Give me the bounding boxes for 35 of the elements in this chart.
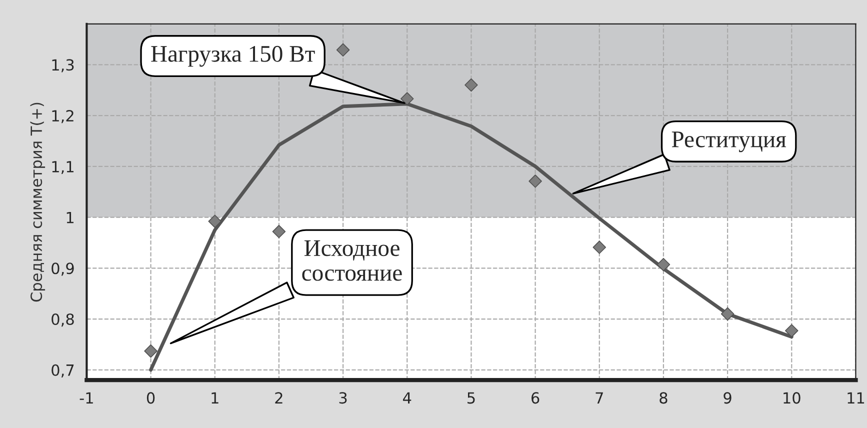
x-tick-label: 8 bbox=[660, 392, 668, 404]
y-axis-title: Средняя симметрия T(+) bbox=[30, 102, 46, 302]
y-tick-label: 1,3 bbox=[52, 59, 74, 72]
x-tick-label: 10 bbox=[784, 392, 800, 404]
annotation: Реституция bbox=[672, 132, 786, 152]
point bbox=[785, 324, 798, 338]
point bbox=[720, 307, 734, 321]
x-tick-label: 3 bbox=[339, 392, 347, 404]
point bbox=[144, 344, 158, 358]
point bbox=[528, 174, 542, 188]
x-tick-label: 1 bbox=[212, 392, 218, 404]
y-tick-label: 1,2 bbox=[52, 110, 74, 124]
y-tick-label: 0,7 bbox=[52, 364, 74, 378]
y-tick-label: 1 bbox=[66, 212, 74, 224]
point bbox=[400, 92, 414, 106]
point bbox=[208, 214, 222, 228]
point bbox=[464, 78, 478, 92]
x-tick-label: 11 bbox=[848, 392, 864, 404]
x-tick-label: 4 bbox=[403, 392, 412, 404]
point bbox=[272, 224, 286, 238]
x-tick-label: 0 bbox=[146, 392, 155, 404]
y-tick-label: 0,8 bbox=[52, 313, 74, 327]
point bbox=[592, 240, 606, 254]
point bbox=[656, 258, 670, 272]
point bbox=[336, 43, 350, 57]
x-tick-label: -1 bbox=[80, 392, 93, 404]
x-tick-label: 7 bbox=[596, 392, 603, 404]
x-tick-label: 5 bbox=[468, 392, 475, 404]
x-tick-label: 6 bbox=[532, 392, 540, 404]
x-tick-label: 2 bbox=[275, 392, 282, 404]
x-tick-label: 9 bbox=[724, 392, 732, 404]
annotation: Нагрузка 150 Вт bbox=[151, 46, 315, 67]
y-tick-label: 1,1 bbox=[52, 161, 74, 174]
y-tick-label: 0,9 bbox=[52, 262, 74, 276]
annotation: Исходное состояние bbox=[302, 240, 402, 281]
